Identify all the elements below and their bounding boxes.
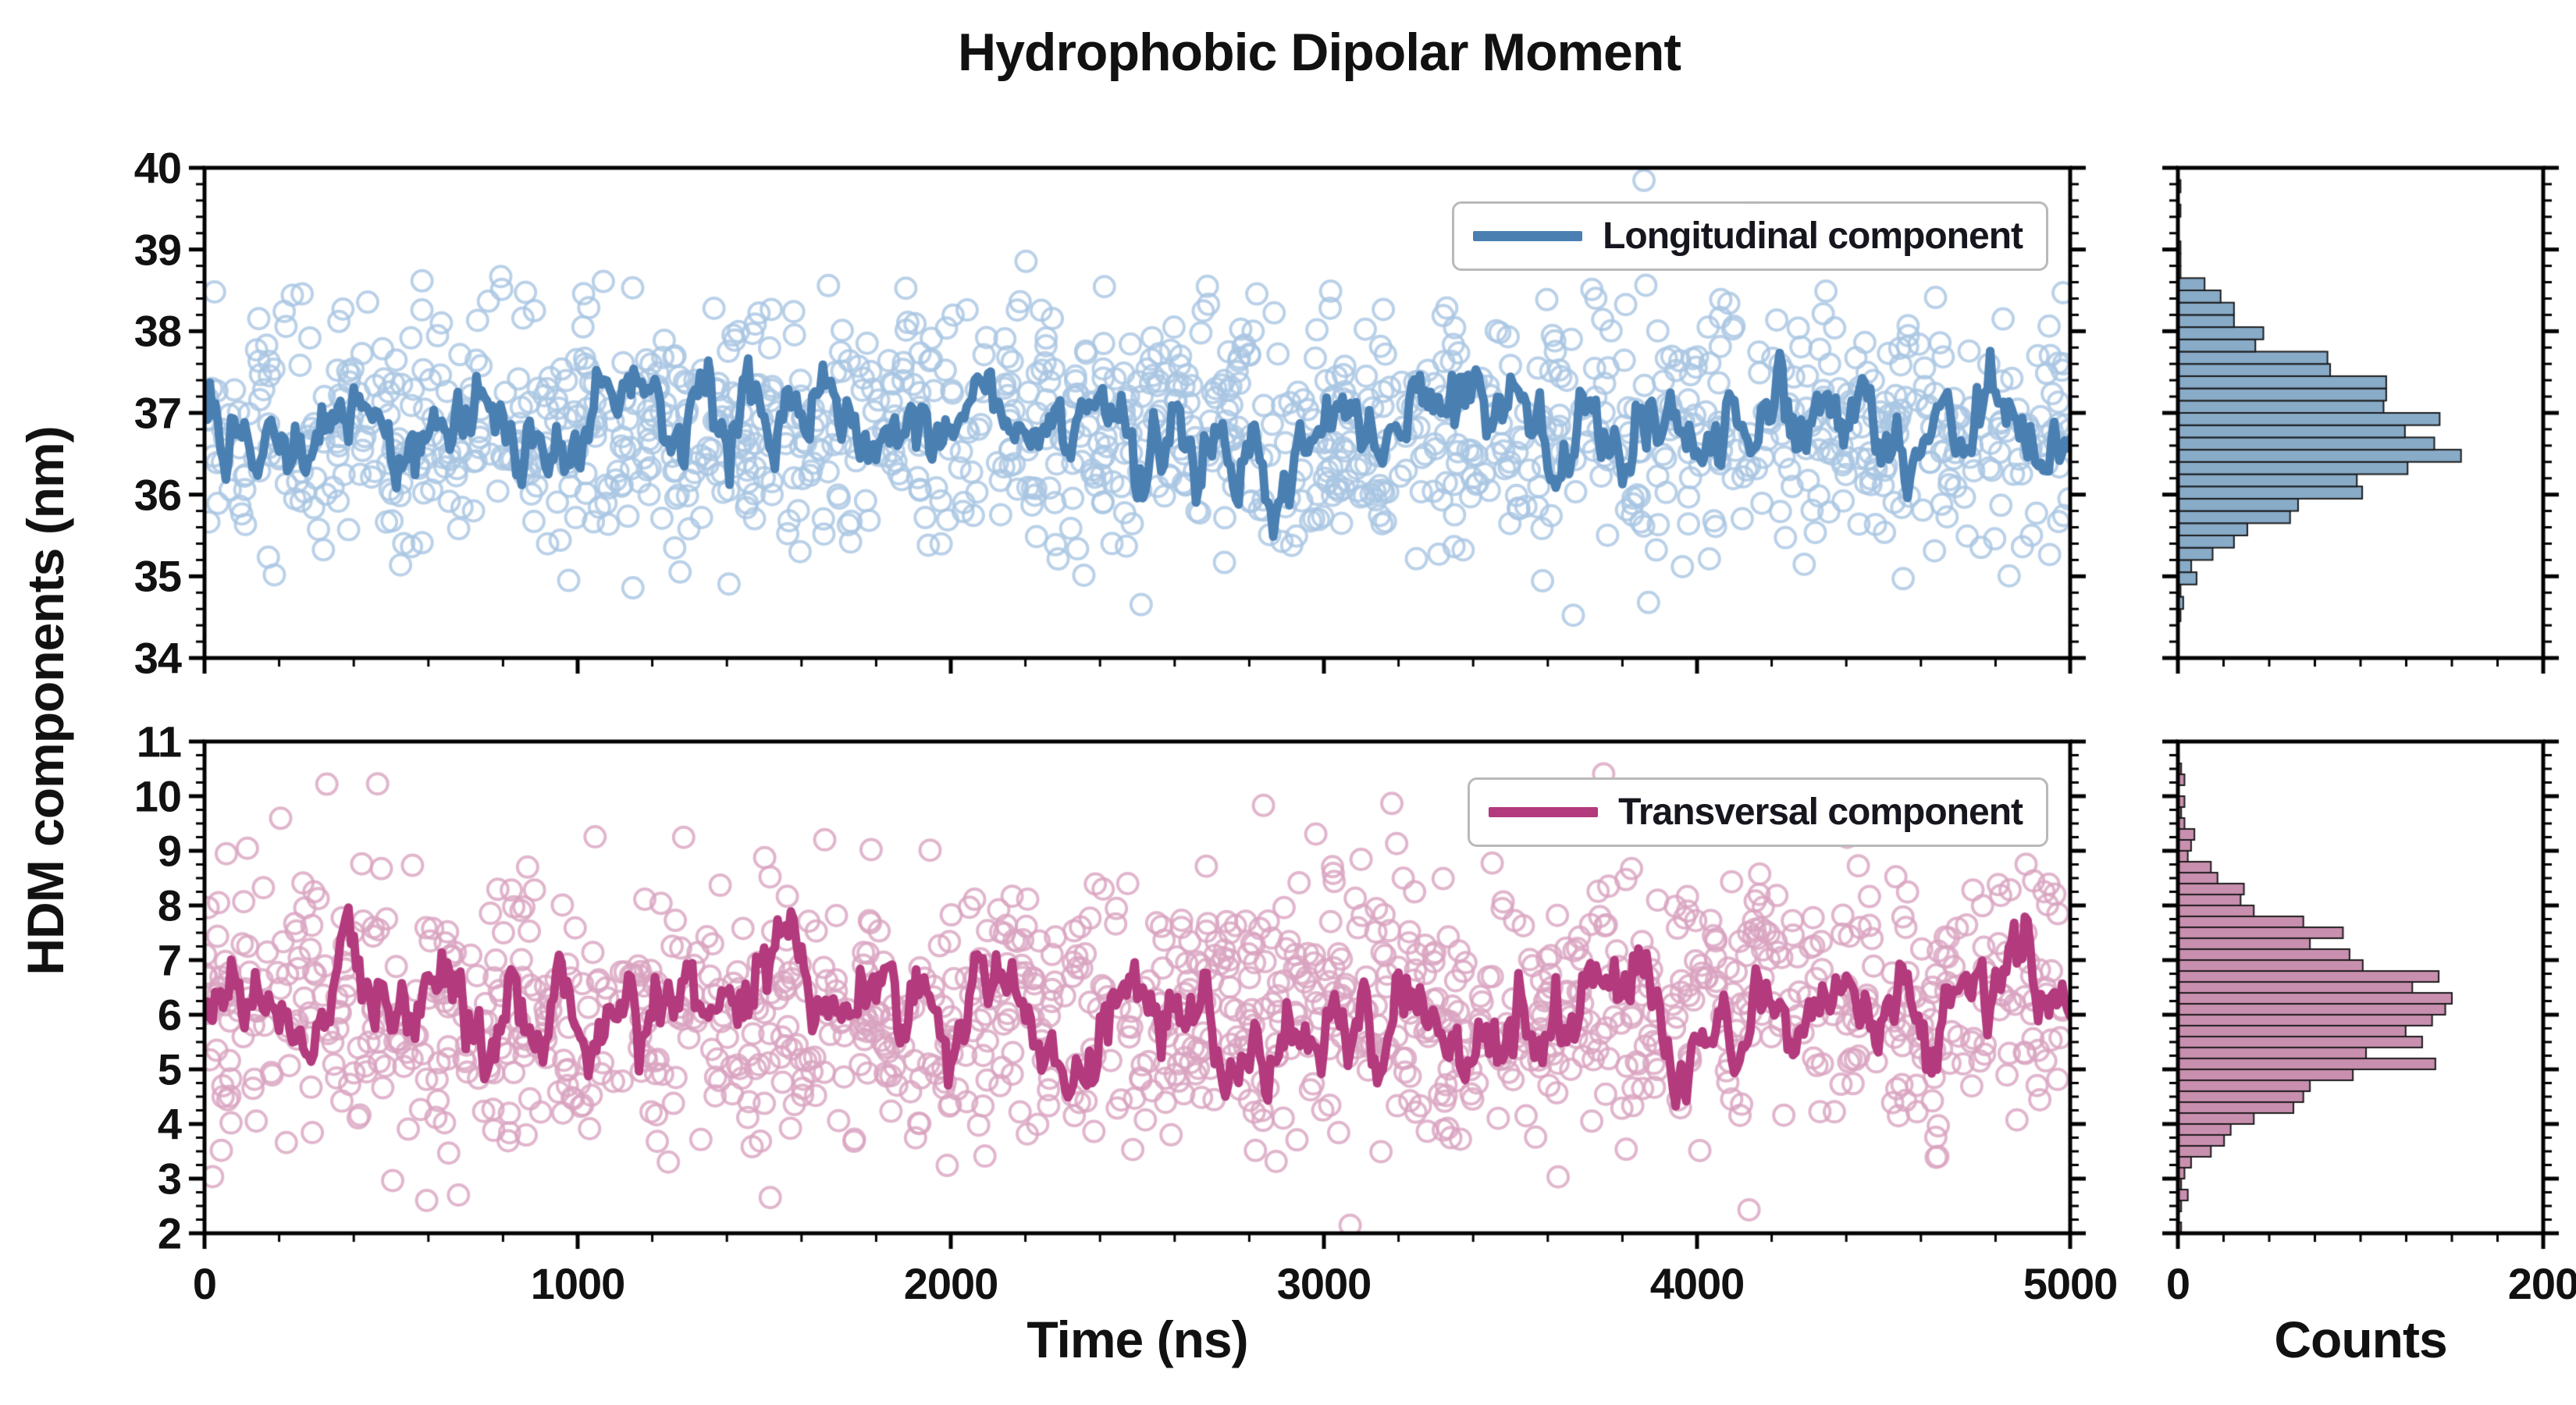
y-tick-label-4: 4	[157, 1099, 182, 1149]
x-tick-label-2000: 2000	[903, 1259, 999, 1308]
y-tick-label-7: 7	[157, 935, 182, 985]
y-tick-label-9: 9	[157, 826, 182, 876]
y-tick-label-37: 37	[133, 388, 182, 438]
y-tick-label-5: 5	[157, 1044, 182, 1094]
x-axis-label: Time (ns)	[1026, 1311, 1248, 1368]
y-tick-label-10: 10	[133, 771, 182, 821]
y-tick-label-11: 11	[136, 717, 182, 767]
y-tick-label-2: 2	[157, 1208, 182, 1258]
y-tick-label-38: 38	[133, 306, 182, 356]
legend-longitudinal: Longitudinal component	[1452, 201, 2048, 271]
legend-line-swatch-longitudinal	[1473, 231, 1583, 241]
y-tick-label-8: 8	[157, 880, 182, 930]
y-axis-label: HDM components (nm)	[16, 426, 74, 976]
y-tick-label-3: 3	[157, 1154, 182, 1204]
hist-x-tick-label-200: 200	[2507, 1259, 2576, 1308]
hist-x-axis-label: Counts	[2274, 1311, 2447, 1368]
legend-label-longitudinal: Longitudinal component	[1603, 215, 2023, 257]
x-tick-label-3000: 3000	[1276, 1259, 1372, 1308]
y-tick-label-39: 39	[133, 225, 182, 275]
legend-transversal: Transversal component	[1468, 777, 2048, 847]
legend-label-transversal: Transversal component	[1618, 791, 2023, 833]
x-tick-label-1000: 1000	[530, 1259, 626, 1308]
y-tick-label-36: 36	[133, 470, 182, 520]
y-tick-label-35: 35	[133, 551, 182, 601]
chart-title: Hydrophobic Dipolar Moment	[958, 23, 1681, 82]
y-tick-label-40: 40	[133, 143, 182, 193]
y-tick-label-6: 6	[157, 990, 182, 1040]
x-tick-label-0: 0	[192, 1259, 217, 1308]
hist-x-tick-label-0: 0	[2165, 1259, 2190, 1308]
y-tick-label-34: 34	[133, 633, 182, 683]
x-tick-label-5000: 5000	[2023, 1259, 2119, 1308]
legend-line-swatch-transversal	[1489, 807, 1599, 817]
x-tick-label-4000: 4000	[1649, 1259, 1745, 1308]
